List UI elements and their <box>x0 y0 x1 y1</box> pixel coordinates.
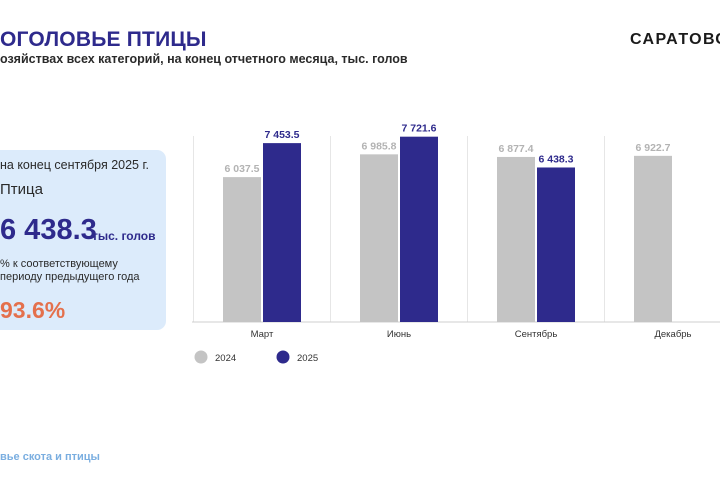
info-card <box>0 150 166 330</box>
brand-logo: САРАТОВС <box>630 31 720 48</box>
bar-2024 <box>497 156 535 322</box>
data-label: 7 721.6 <box>401 123 436 135</box>
card-date-label: на конец сентября 2025 г. <box>0 158 149 172</box>
category-label: Март <box>251 329 274 340</box>
bar-2024 <box>360 154 398 322</box>
data-label: 6 922.7 <box>635 142 670 154</box>
data-label: 6 037.5 <box>224 163 259 175</box>
chart-legend: 2024 2025 <box>194 350 318 364</box>
category-label: Сентябрь <box>515 329 558 340</box>
category-label: Декабрь <box>654 329 691 340</box>
bar-2025 <box>400 136 438 322</box>
card-value: 6 438.3 <box>0 214 97 246</box>
legend-marker-2025 <box>276 350 290 364</box>
legend-label: 2025 <box>297 353 318 364</box>
data-label: 7 453.5 <box>264 129 299 141</box>
page-title: ОГОЛОВЬЕ ПТИЦЫ <box>0 28 207 51</box>
card-percent: 93.6% <box>0 297 66 323</box>
data-label: 6 438.3 <box>538 153 573 165</box>
category-label: Июнь <box>387 329 411 340</box>
data-label: 6 985.8 <box>361 140 396 152</box>
footer-link[interactable]: вье скота и птицы <box>0 451 100 463</box>
chart-bars <box>223 136 672 322</box>
card-unit: тыс. голов <box>92 229 156 243</box>
bar-2025 <box>263 143 301 322</box>
chart-data-labels: 6 037.5 7 453.5 6 985.8 7 721.6 6 877.4 6 438… <box>224 123 670 175</box>
chart-category-labels: Март Июнь Сентябрь Декабрь <box>251 329 692 340</box>
bar-2024 <box>634 155 672 322</box>
legend-marker-2024 <box>194 350 208 364</box>
card-comparison-label: % к соответствующему периоду предыдущего… <box>0 258 140 283</box>
bar-2025 <box>537 167 575 322</box>
data-label: 6 877.4 <box>498 143 533 155</box>
legend-label: 2024 <box>215 353 236 364</box>
page-subtitle: озяйствах всех категорий, на конец отчет… <box>0 52 408 66</box>
card-indicator-name: Птица <box>0 181 43 198</box>
bar-2024 <box>223 177 261 322</box>
